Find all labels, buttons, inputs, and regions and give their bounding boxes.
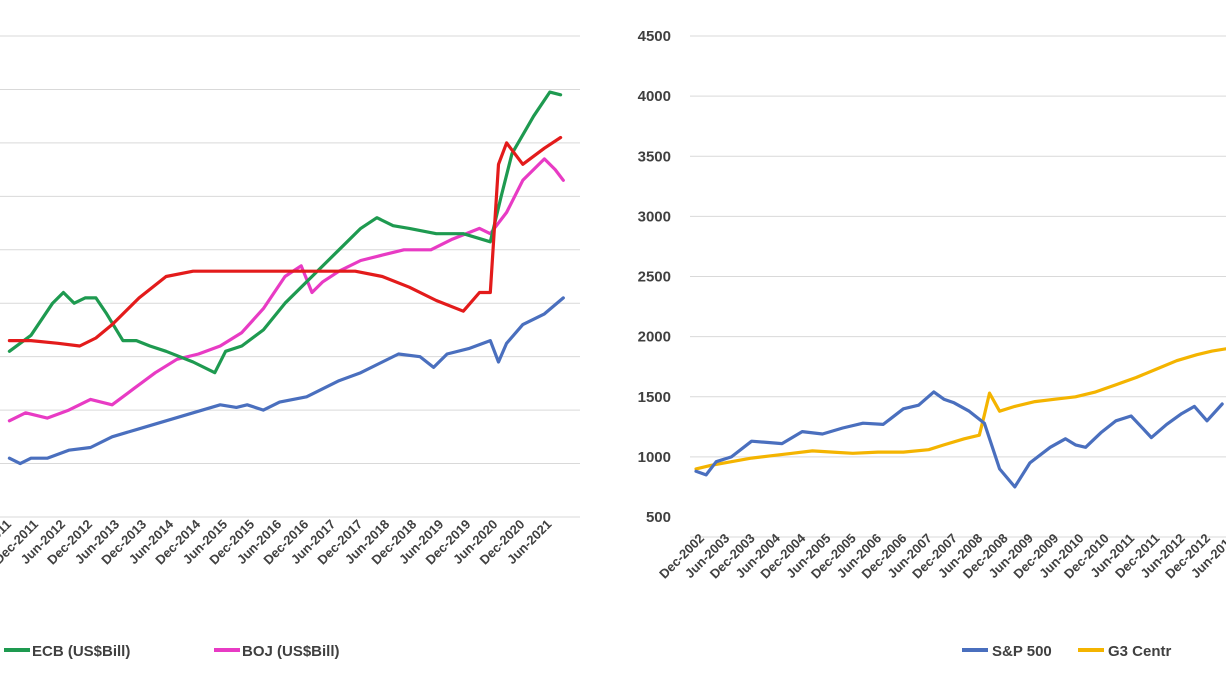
series-line	[7, 296, 565, 466]
legend-label: G3 Centr	[1108, 643, 1172, 660]
legend-label: BOJ (US$Bill)	[242, 643, 340, 660]
series-line	[7, 157, 565, 423]
y-tick-label: 1500	[638, 389, 671, 406]
left-chart: -2011Dec-2011Jun-2012Dec-2012Jun-2013Dec…	[0, 35, 580, 660]
y-tick-label: 1000	[638, 449, 671, 466]
y-tick-label: 4000	[638, 88, 671, 105]
series-line	[694, 347, 1226, 471]
y-tick-label: 2000	[638, 329, 671, 346]
legend-label: S&P 500	[992, 643, 1052, 660]
series-line	[7, 135, 563, 348]
y-tick-label: 3000	[638, 208, 671, 225]
right-chart: 45004000350030002500200015001000500Dec-2…	[638, 28, 1226, 660]
y-tick-label: 4500	[638, 28, 671, 45]
y-tick-label: 500	[646, 509, 671, 526]
y-tick-label: 2500	[638, 269, 671, 286]
y-tick-label: 3500	[638, 148, 671, 165]
legend-label: ECB (US$Bill)	[32, 643, 130, 660]
series-line	[7, 90, 563, 375]
series-line	[694, 390, 1224, 489]
